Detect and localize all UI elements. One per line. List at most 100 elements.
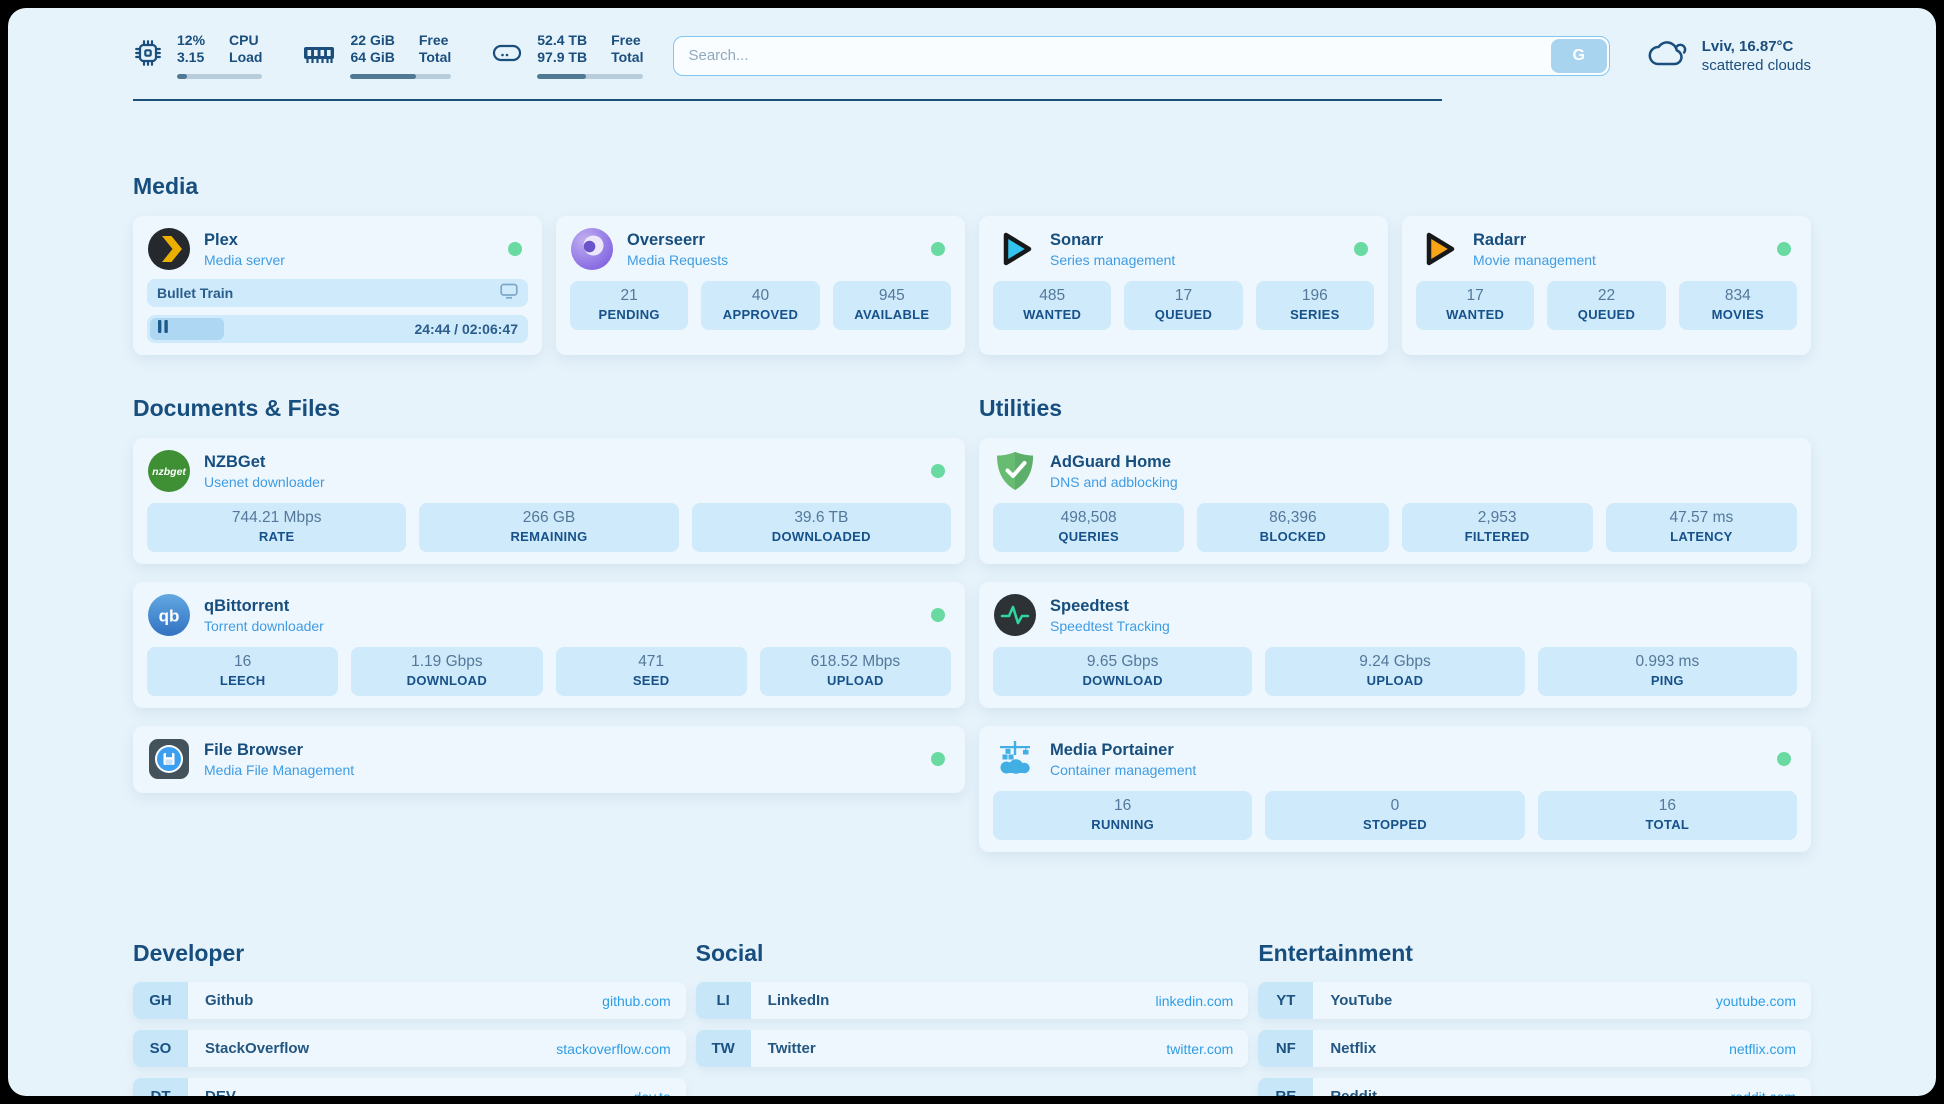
bookmark-group-developer: Developer GH Github github.com SO StackO… bbox=[133, 940, 686, 1096]
service-name: File Browser bbox=[204, 740, 304, 759]
search-engine-button[interactable]: G bbox=[1550, 38, 1607, 73]
ram-metric: 22 GiB 64 GiB Free Total bbox=[302, 32, 452, 79]
section-title-utilities: Utilities bbox=[979, 395, 1063, 421]
status-dot-online bbox=[931, 752, 945, 766]
stat-total: 16 TOTAL bbox=[1537, 791, 1797, 840]
stat-queued: 22 QUEUED bbox=[1547, 281, 1666, 330]
status-dot-online bbox=[931, 464, 945, 478]
screen-cast-icon[interactable] bbox=[500, 283, 518, 304]
service-name: Radarr bbox=[1473, 230, 1527, 249]
stat-stopped: 0 STOPPED bbox=[1265, 791, 1525, 840]
now-playing-row: Bullet Train bbox=[147, 279, 528, 307]
stat-wanted: 17 WANTED bbox=[1416, 281, 1535, 330]
stat-series: 196 SERIES bbox=[1255, 281, 1374, 330]
status-dot-online bbox=[931, 608, 945, 622]
ram-progress-bar bbox=[350, 74, 452, 79]
bookmark-name: YouTube bbox=[1330, 992, 1393, 1009]
stat-available: 945 AVAILABLE bbox=[832, 281, 951, 330]
bookmark-abbr: SO bbox=[133, 1030, 188, 1067]
stat-pending: 21 PENDING bbox=[570, 281, 689, 330]
search-bar: G bbox=[673, 35, 1610, 76]
stat-download: 9.65 Gbps DOWNLOAD bbox=[993, 647, 1253, 696]
ram-values: 22 GiB 64 GiB bbox=[350, 32, 395, 65]
service-card-overseerr[interactable]: Overseerr Media Requests 21 PENDING 40 APP… bbox=[556, 216, 965, 355]
bookmark-linkedin[interactable]: LI LinkedIn linkedin.com bbox=[695, 982, 1249, 1019]
bookmark-url: linkedin.com bbox=[1155, 992, 1234, 1009]
bookmark-reddit[interactable]: RE Reddit reddit.com bbox=[1258, 1078, 1811, 1096]
playback-progress-bar: 24:44 / 02:06:47 bbox=[147, 315, 528, 343]
service-name: NZBGet bbox=[204, 452, 266, 471]
section-title-developer: Developer bbox=[133, 940, 245, 966]
weather-location-temp: Lviv, 16.87°C bbox=[1701, 37, 1794, 55]
cpu-progress-bar bbox=[177, 74, 263, 79]
stat-blocked: 86,396 BLOCKED bbox=[1197, 503, 1389, 552]
bookmark-url: stackoverflow.com bbox=[556, 1040, 671, 1057]
service-subtitle: Usenet downloader bbox=[204, 473, 325, 490]
ram-icon bbox=[302, 38, 336, 73]
header-divider bbox=[133, 99, 1442, 101]
service-card-radarr[interactable]: Radarr Movie management 17 WANTED 22 QUEUE… bbox=[1402, 216, 1811, 355]
disk-icon bbox=[491, 38, 523, 73]
weather-condition: scattered clouds bbox=[1701, 56, 1811, 74]
service-card-adguard[interactable]: AdGuard Home DNS and adblocking 498,508 Q… bbox=[979, 438, 1811, 564]
bookmark-twitter[interactable]: TW Twitter twitter.com bbox=[695, 1030, 1249, 1067]
search-input[interactable] bbox=[673, 35, 1610, 76]
sonarr-icon bbox=[993, 227, 1037, 271]
bookmark-netflix[interactable]: NF Netflix netflix.com bbox=[1258, 1030, 1811, 1067]
bookmark-abbr: NF bbox=[1258, 1030, 1314, 1067]
service-name: Overseerr bbox=[627, 230, 705, 249]
bookmark-group-social: Social LI LinkedIn linkedin.com TW Twitt… bbox=[695, 940, 1249, 1078]
bookmark-name: LinkedIn bbox=[767, 992, 830, 1009]
bookmark-abbr: TW bbox=[695, 1030, 751, 1067]
cpu-labels: CPU Load bbox=[229, 32, 263, 65]
svg-text:nzbget: nzbget bbox=[152, 466, 186, 478]
status-dot-online bbox=[1777, 242, 1791, 256]
bookmark-stackoverflow[interactable]: SO StackOverflow stackoverflow.com bbox=[133, 1030, 686, 1067]
stat-seed: 471 SEED bbox=[555, 647, 747, 696]
status-dot-online bbox=[1777, 752, 1791, 766]
disk-metric: 52.4 TB 97.9 TB Free Total bbox=[491, 32, 644, 79]
status-dot-online bbox=[508, 242, 522, 256]
section-title-social: Social bbox=[695, 940, 764, 966]
stat-rate: 744.21 Mbps RATE bbox=[147, 503, 407, 552]
stat-queued: 17 QUEUED bbox=[1124, 281, 1243, 330]
bookmark-name: Reddit bbox=[1313, 1088, 1730, 1096]
status-dot-online bbox=[931, 242, 945, 256]
system-metrics: 12% 3.15 CPU Load bbox=[133, 32, 644, 79]
service-name: Sonarr bbox=[1050, 230, 1104, 249]
service-card-portainer[interactable]: Media Portainer Container management 16 R… bbox=[979, 726, 1811, 852]
service-card-plex[interactable]: Plex Media server Bullet Train bbox=[133, 216, 542, 355]
service-card-sonarr[interactable]: Sonarr Series management 485 WANTED 17 QUE… bbox=[979, 216, 1388, 355]
stat-downloaded: 39.6 TB DOWNLOADED bbox=[691, 503, 951, 552]
bookmark-url: github.com bbox=[602, 992, 671, 1009]
service-card-filebrowser[interactable]: File Browser Media File Management bbox=[133, 726, 965, 793]
radarr-icon bbox=[1416, 227, 1460, 271]
service-card-nzbget[interactable]: nzbget NZBGet Usenet downloader 744.21 M… bbox=[133, 438, 965, 564]
service-card-speedtest[interactable]: Speedtest Speedtest Tracking 9.65 Gbps DO… bbox=[979, 582, 1811, 708]
service-subtitle: Movie management bbox=[1473, 251, 1596, 268]
bookmark-url: reddit.com bbox=[1731, 1089, 1811, 1097]
disk-values: 52.4 TB 97.9 TB bbox=[537, 32, 588, 65]
cpu-metric: 12% 3.15 CPU Load bbox=[133, 32, 263, 79]
service-subtitle: Media File Management bbox=[204, 761, 355, 778]
bookmark-github[interactable]: GH Github github.com bbox=[133, 982, 686, 1019]
svg-text:qb: qb bbox=[159, 607, 180, 626]
bookmark-abbr: DT bbox=[133, 1078, 188, 1096]
weather-widget: Lviv, 16.87°C scattered clouds bbox=[1646, 35, 1811, 76]
section-documents-files: Documents & Files nzbget NZBGet Usenet d… bbox=[133, 395, 965, 870]
service-subtitle: Media Requests bbox=[627, 251, 729, 268]
section-title-documents: Documents & Files bbox=[133, 395, 341, 421]
service-card-qbittorrent[interactable]: qb qBittorrent Torrent downloader 16 LEEC… bbox=[133, 582, 965, 708]
cpu-icon bbox=[133, 38, 163, 73]
service-name: qBittorrent bbox=[204, 596, 290, 615]
pause-button[interactable] bbox=[158, 320, 168, 338]
cloud-icon bbox=[1646, 35, 1690, 76]
service-name: Media Portainer bbox=[1050, 740, 1174, 759]
bookmark-url: twitter.com bbox=[1166, 1040, 1234, 1057]
section-media: Media Plex Media server Bullet Train bbox=[133, 173, 1811, 355]
bookmark-youtube[interactable]: YT YouTube youtube.com bbox=[1258, 982, 1811, 1019]
bookmark-dev[interactable]: DT DEV dev.to bbox=[133, 1078, 686, 1096]
overseerr-icon bbox=[570, 227, 614, 271]
stat-running: 16 RUNNING bbox=[993, 791, 1253, 840]
